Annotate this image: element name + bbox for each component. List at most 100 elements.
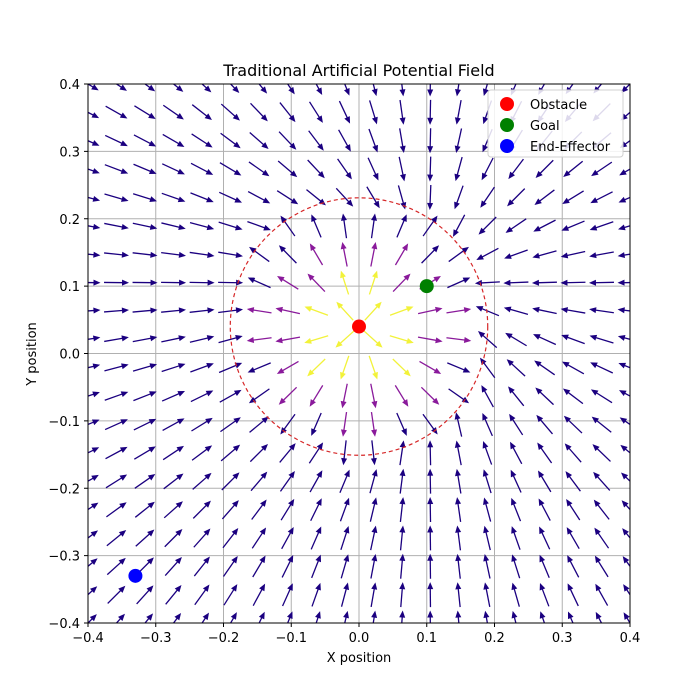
- field-arrow: [399, 99, 406, 125]
- field-arrow: [161, 391, 186, 402]
- field-arrow: [341, 440, 348, 466]
- field-arrow: [421, 245, 440, 264]
- field-arrow: [132, 251, 158, 258]
- field-arrow: [201, 84, 212, 93]
- field-arrow: [594, 527, 610, 549]
- field-arrow: [396, 412, 407, 436]
- field-arrow: [427, 440, 434, 466]
- field-arrow: [619, 390, 630, 397]
- field-arrow: [191, 445, 213, 461]
- field-arrow: [190, 390, 214, 403]
- field-arrow: [161, 363, 186, 373]
- field-arrow: [448, 246, 469, 263]
- field-arrow: [220, 132, 241, 149]
- field-arrow: [88, 419, 100, 426]
- field-arrow: [617, 252, 630, 259]
- field-arrow: [483, 610, 490, 623]
- field-arrow: [165, 584, 182, 605]
- field-arrow: [161, 251, 186, 258]
- field-arrow: [310, 526, 322, 550]
- field-arrow: [335, 187, 354, 207]
- field-arrow: [252, 555, 266, 578]
- field-arrow: [591, 161, 613, 177]
- field-arrow: [104, 222, 129, 230]
- field-arrow: [560, 250, 586, 259]
- field-arrow: [189, 335, 215, 343]
- field-arrow: [566, 527, 580, 550]
- field-arrow: [589, 221, 614, 231]
- field-arrow: [593, 499, 610, 520]
- field-arrow: [480, 186, 495, 208]
- x-axis-label: X position: [327, 651, 392, 666]
- field-arrow: [563, 415, 583, 434]
- field-arrow: [396, 214, 407, 238]
- field-arrow: [193, 528, 211, 548]
- field-arrow: [508, 386, 525, 407]
- field-arrow: [399, 582, 406, 608]
- field-arrow: [483, 497, 492, 522]
- field-arrow: [104, 164, 129, 174]
- field-arrow: [392, 273, 411, 293]
- field-arrow: [278, 245, 297, 264]
- field-arrow: [340, 213, 348, 239]
- field-arrow: [594, 555, 609, 578]
- field-arrow: [533, 219, 556, 232]
- field-arrow: [107, 585, 126, 604]
- field-arrow: [340, 383, 348, 409]
- field-arrow: [246, 307, 272, 314]
- field-arrow: [511, 526, 521, 550]
- field-arrow: [560, 279, 586, 286]
- x-tick-label: 0.0: [349, 631, 370, 646]
- field-arrow: [537, 442, 553, 464]
- field-arrow: [482, 412, 493, 437]
- field-arrow: [370, 440, 377, 466]
- field-arrow: [258, 611, 265, 623]
- field-arrow: [134, 474, 156, 489]
- field-arrow: [88, 84, 99, 91]
- field-arrow: [593, 471, 611, 491]
- field-arrow: [88, 111, 100, 119]
- field-arrow: [539, 554, 550, 579]
- field-arrow: [88, 614, 97, 623]
- y-tick-label: 0.0: [59, 348, 80, 363]
- field-arrow: [311, 214, 322, 238]
- field-arrow: [279, 470, 295, 492]
- x-tick-label: −0.2: [208, 631, 240, 646]
- field-arrow: [279, 102, 296, 123]
- field-arrow: [218, 334, 243, 344]
- field-arrow: [422, 413, 438, 435]
- field-arrow: [343, 610, 349, 623]
- field-arrow: [511, 582, 520, 607]
- legend-frame: [487, 89, 624, 158]
- field-arrow: [221, 472, 240, 491]
- field-arrow: [617, 279, 630, 286]
- field-arrow: [220, 444, 241, 462]
- field-arrow: [427, 610, 434, 623]
- field-arrow: [104, 251, 129, 258]
- field-arrow: [427, 84, 434, 97]
- field-arrow: [135, 529, 155, 547]
- field-arrow: [218, 307, 244, 314]
- field-arrow: [88, 195, 101, 202]
- field-arrow: [104, 419, 128, 431]
- field-arrow: [394, 243, 409, 266]
- field-arrow: [566, 499, 581, 521]
- field-arrow: [88, 140, 100, 146]
- field-arrow: [307, 159, 325, 179]
- field-arrow: [427, 184, 434, 210]
- field-arrow: [481, 385, 494, 408]
- field-arrow: [336, 301, 354, 321]
- field-arrow: [399, 440, 406, 466]
- field-arrow: [370, 383, 378, 409]
- field-arrow: [617, 307, 630, 314]
- field-arrow: [223, 584, 238, 606]
- field-arrow: [417, 336, 443, 344]
- field-arrow: [229, 84, 240, 93]
- x-tick-label: 0.3: [552, 631, 573, 646]
- field-arrow: [105, 105, 128, 119]
- field-arrow: [218, 221, 243, 231]
- field-arrow: [446, 337, 472, 343]
- field-arrow: [504, 249, 528, 259]
- field-arrow: [422, 215, 438, 237]
- field-arrow: [308, 442, 324, 464]
